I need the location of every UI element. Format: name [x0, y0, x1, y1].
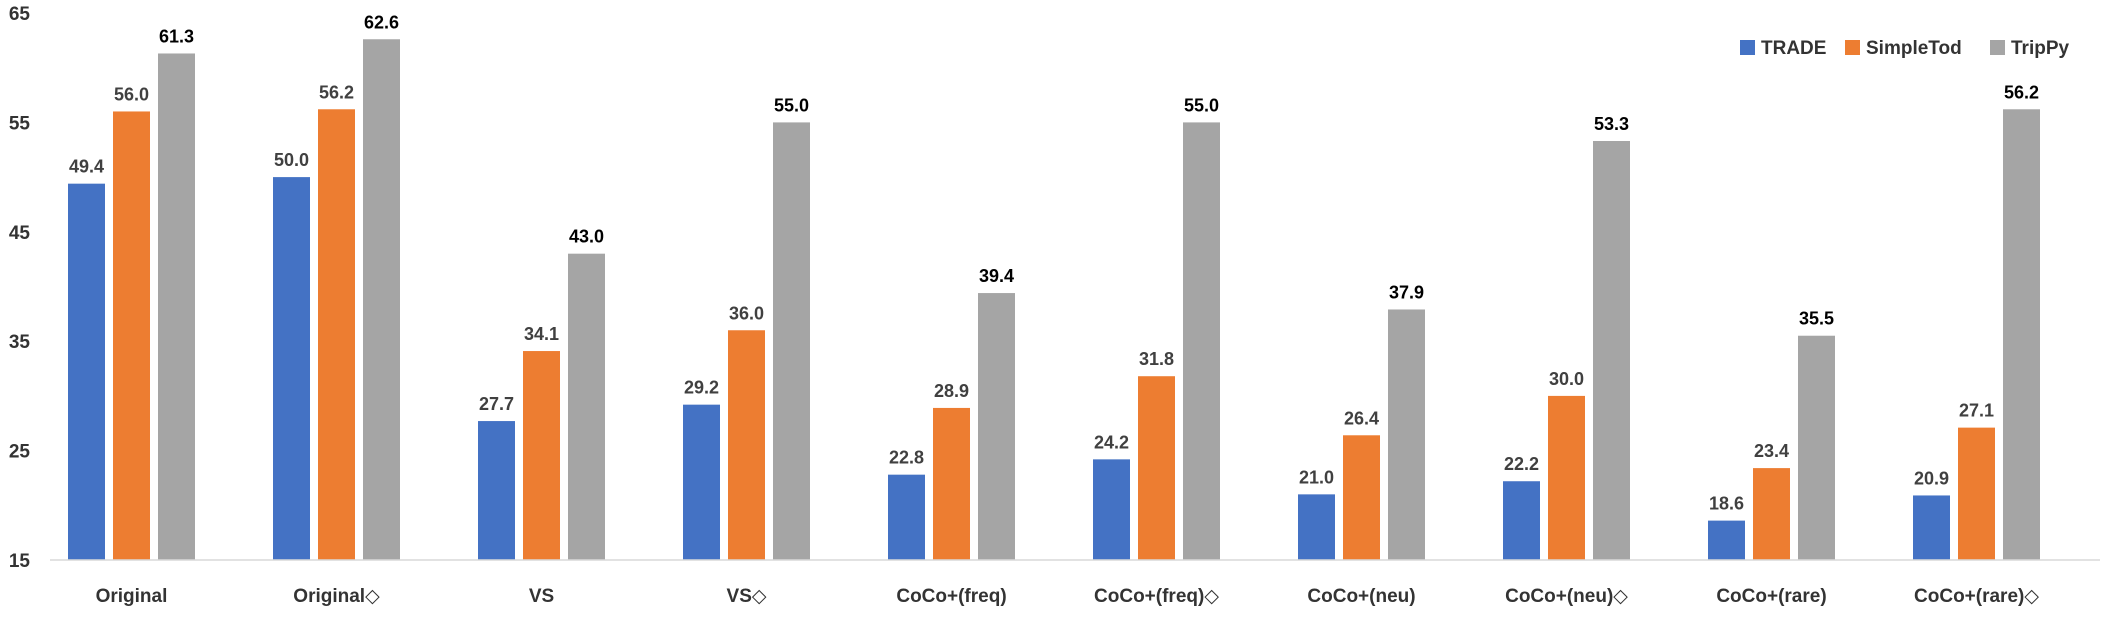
y-tick-label: 45 — [9, 223, 31, 244]
x-axis: Original Original◇ VS VS◇ CoCo+(freq) CoCo+(f… — [96, 586, 2040, 607]
data-label: 43.0 — [569, 227, 604, 247]
data-label: 55.0 — [774, 95, 809, 115]
data-label: 26.4 — [1344, 408, 1379, 428]
data-label: 20.9 — [1914, 468, 1949, 488]
data-label: 30.0 — [1549, 369, 1584, 389]
bar-trade — [1503, 481, 1540, 560]
y-tick-label: 25 — [9, 442, 31, 463]
bar-trippy — [363, 39, 400, 561]
data-label: 29.2 — [684, 378, 719, 398]
bar-simpletod — [1343, 435, 1380, 560]
data-label: 27.7 — [479, 394, 514, 414]
bar-trade — [1708, 520, 1745, 560]
bar-simpletod — [728, 330, 765, 560]
data-label: 56.2 — [2004, 82, 2039, 102]
data-label: 24.2 — [1094, 432, 1129, 452]
legend-label: TripPy — [2011, 38, 2070, 59]
legend-swatch — [1990, 40, 2005, 55]
y-tick-label: 55 — [9, 113, 31, 134]
y-axis: 15 25 35 45 55 65 — [9, 4, 31, 572]
data-label: 39.4 — [979, 266, 1014, 286]
legend-label: TRADE — [1761, 38, 1826, 59]
data-label: 18.6 — [1709, 494, 1744, 514]
bar-trippy — [1183, 122, 1220, 561]
y-tick-label: 65 — [9, 4, 31, 25]
data-label: 55.0 — [1184, 95, 1219, 115]
data-label: 27.1 — [1959, 401, 1994, 421]
y-tick-label: 35 — [9, 332, 31, 353]
y-tick-label: 15 — [9, 551, 31, 572]
data-label: 23.4 — [1754, 441, 1789, 461]
x-category-label: VS — [529, 586, 554, 607]
data-label: 34.1 — [524, 324, 559, 344]
data-label: 28.9 — [934, 381, 969, 401]
x-category-label: CoCo+(neu) — [1307, 586, 1415, 607]
bar-trade — [683, 404, 720, 560]
x-category-label: CoCo+(neu)◇ — [1505, 586, 1628, 607]
data-label: 50.0 — [274, 150, 309, 170]
bar-simpletod — [318, 109, 355, 560]
data-label: 31.8 — [1139, 349, 1174, 369]
data-label: 37.9 — [1389, 282, 1424, 302]
x-category-label: Original — [96, 586, 168, 607]
data-label: 22.2 — [1504, 454, 1539, 474]
legend: TRADE SimpleTod TripPy — [1740, 38, 2070, 59]
bar-trippy — [2003, 109, 2040, 560]
bar-trippy — [1593, 140, 1630, 561]
bar-simpletod — [1753, 468, 1790, 560]
bar-trippy — [568, 253, 605, 560]
x-category-label: VS◇ — [727, 586, 767, 607]
bar-simpletod — [1958, 427, 1995, 560]
bar-trade — [1913, 495, 1950, 560]
data-label: 21.0 — [1299, 467, 1334, 487]
bar-trippy — [158, 53, 195, 561]
x-category-label: Original◇ — [293, 586, 380, 607]
data-label: 56.0 — [114, 84, 149, 104]
data-label: 49.4 — [69, 157, 104, 177]
bar-trade — [1093, 459, 1130, 560]
legend-swatch — [1740, 40, 1755, 55]
bar-simpletod — [1548, 395, 1585, 560]
bars — [68, 39, 2040, 561]
data-label: 22.8 — [889, 448, 924, 468]
bar-simpletod — [1138, 376, 1175, 560]
bar-trippy — [1798, 335, 1835, 560]
legend-label: SimpleTod — [1866, 38, 1962, 59]
x-category-label: CoCo+(rare) — [1716, 586, 1826, 607]
bar-trade — [68, 183, 105, 560]
data-label: 36.0 — [729, 303, 764, 323]
data-label: 62.6 — [364, 12, 399, 32]
bar-trade — [888, 474, 925, 560]
bar-trade — [478, 421, 515, 560]
data-label: 61.3 — [159, 26, 194, 46]
x-category-label: CoCo+(freq)◇ — [1094, 586, 1219, 607]
bar-simpletod — [113, 111, 150, 561]
bar-trippy — [1388, 309, 1425, 560]
bar-simpletod — [523, 351, 560, 560]
data-label: 53.3 — [1594, 114, 1629, 134]
data-label: 56.2 — [319, 82, 354, 102]
data-label: 35.5 — [1799, 309, 1834, 329]
bar-trade — [1298, 494, 1335, 560]
bar-simpletod — [933, 407, 970, 560]
legend-swatch — [1845, 40, 1860, 55]
bar-trippy — [773, 122, 810, 561]
bar-trippy — [978, 293, 1015, 560]
x-category-label: CoCo+(freq) — [896, 586, 1006, 607]
x-category-label: CoCo+(rare)◇ — [1914, 586, 2039, 607]
bar-trade — [273, 177, 310, 560]
value-labels: 49.4 56.0 61.3 50.0 56.2 62.6 27.7 34.1 43.0 29.2… — [69, 12, 2039, 513]
